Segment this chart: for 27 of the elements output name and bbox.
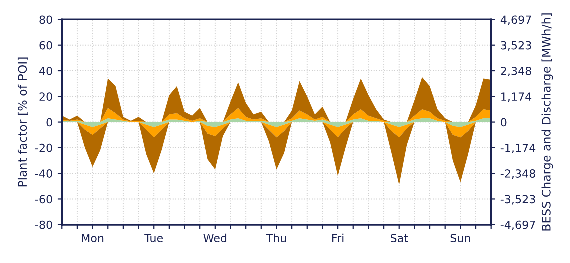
y2-tick-label: 4,697	[500, 16, 532, 26]
y2-axis-title: BESS Charge and Discharge [MWh/h]	[542, 14, 554, 231]
x-tick-label: Sun	[450, 234, 470, 242]
y2-tick-label: 1,174	[502, 92, 532, 102]
x-tick-label: Sat	[390, 234, 408, 242]
y2-tick-label: -1,174	[500, 144, 536, 154]
y-tick-label: 40	[40, 66, 52, 76]
y2-tick-label: -3,523	[500, 195, 536, 205]
y2-tick-label: -4,697	[500, 220, 536, 230]
x-tick-label: Wed	[204, 234, 227, 242]
y2-tick-label: -2,348	[500, 170, 536, 180]
y-tick-label: 20	[40, 92, 52, 102]
y2-tick-label: 3,523	[501, 41, 532, 51]
x-tick-label: Mon	[82, 234, 104, 242]
y-tick-label: -40	[36, 170, 52, 178]
x-tick-label: Fri	[332, 234, 344, 242]
y-tick-label: -60	[36, 195, 52, 204]
y2-tick-label: 0	[501, 118, 507, 127]
y-axis-title: Plant factor [% of POI]	[18, 58, 28, 187]
y2-tick-label: 2,348	[501, 66, 532, 77]
y-tick-label: -80	[36, 220, 52, 230]
y-tick-label: 0	[46, 118, 52, 127]
y-tick-label: -20	[36, 144, 52, 152]
y-tick-label: 60	[40, 41, 52, 50]
x-tick-label: Tue	[144, 234, 164, 242]
y-tick-label: 80	[40, 16, 52, 24]
x-tick-label: Thu	[266, 234, 286, 242]
